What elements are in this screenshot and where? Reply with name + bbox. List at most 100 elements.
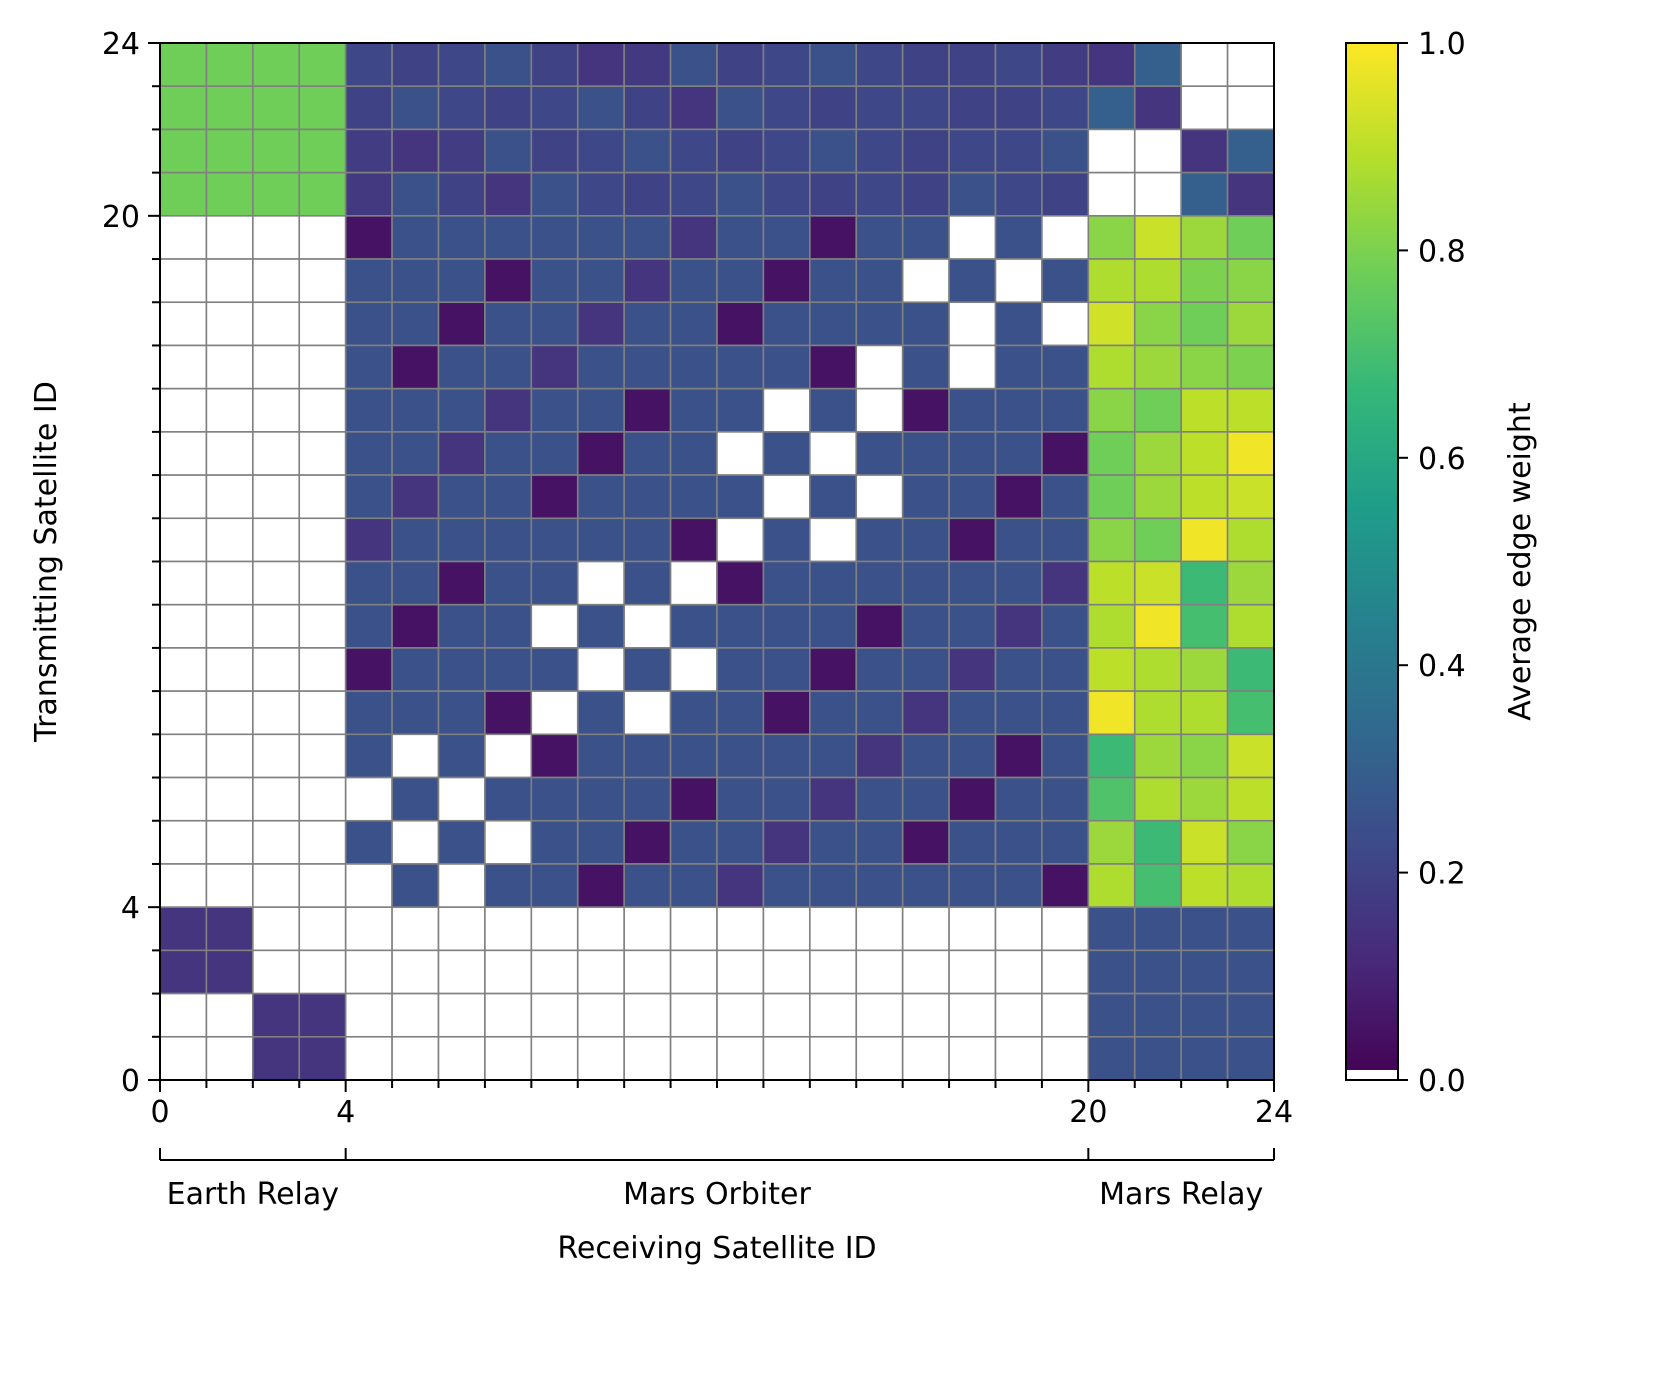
heatmap-cell (716, 517, 765, 563)
heatmap-cell (948, 171, 997, 217)
heatmap-cell (159, 560, 208, 606)
heatmap-cell (530, 863, 579, 908)
heatmap-cell (716, 301, 765, 347)
heatmap-cell (901, 128, 950, 174)
heatmap-cell (1226, 431, 1275, 476)
heatmap-cell (252, 344, 301, 390)
x-tick-label: 20 (1069, 1095, 1107, 1130)
heatmap-cell (994, 819, 1043, 865)
heatmap-cell (298, 560, 347, 606)
heatmap-cell (298, 431, 347, 476)
heatmap-cell (855, 906, 904, 952)
heatmap-cell (809, 85, 858, 131)
heatmap-cell (484, 1035, 533, 1081)
heatmap-cell (669, 431, 718, 476)
heatmap-cell (252, 517, 301, 563)
heatmap-cell (901, 603, 950, 649)
heatmap-cell (205, 474, 254, 520)
x-tick-label: 24 (1255, 1095, 1293, 1130)
heatmap-cell (298, 1035, 347, 1081)
heatmap-cell (623, 42, 672, 88)
heatmap-cell (809, 776, 858, 822)
heatmap-cell (809, 258, 858, 304)
heatmap-cell (809, 42, 858, 88)
heatmap-cell (855, 517, 904, 563)
heatmap-cell (344, 733, 393, 779)
heatmap-cell (1226, 690, 1275, 736)
heatmap-cell (669, 344, 718, 390)
heatmap-cell (994, 1035, 1043, 1081)
heatmap-cell (762, 344, 811, 390)
heatmap-cell (762, 517, 811, 563)
heatmap-cell (159, 949, 208, 995)
heatmap-cell (1133, 474, 1182, 520)
heatmap-cell (530, 776, 579, 822)
heatmap-cell (437, 301, 486, 347)
heatmap-cell (1133, 387, 1182, 433)
heatmap-cell (298, 863, 347, 908)
heatmap-cell (530, 215, 579, 260)
heatmap-cell (994, 85, 1043, 131)
heatmap-cell (1087, 387, 1136, 433)
heatmap-cell (901, 690, 950, 736)
heatmap-cell (669, 863, 718, 908)
heatmap-cell (252, 258, 301, 304)
heatmap-cell (1180, 171, 1229, 217)
heatmap-cell (1041, 301, 1090, 347)
heatmap-cell (576, 949, 625, 995)
heatmap-cell (1087, 258, 1136, 304)
heatmap-cell (1180, 1035, 1229, 1081)
heatmap-cell (530, 128, 579, 174)
heatmap-cell (391, 647, 440, 692)
heatmap-cell (1087, 690, 1136, 736)
heatmap-cell (855, 128, 904, 174)
heatmap-cell (205, 171, 254, 217)
heatmap-cell (623, 517, 672, 563)
heatmap-cell (484, 949, 533, 995)
heatmap-cell (437, 171, 486, 217)
heatmap-cell (855, 387, 904, 433)
heatmap-cell (252, 733, 301, 779)
heatmap-cell (576, 603, 625, 649)
heatmap-cell (1133, 733, 1182, 779)
heatmap-cell (530, 85, 579, 131)
x-axis: 0 4 20 24 (150, 1080, 1293, 1130)
heatmap-cell (1087, 863, 1136, 908)
heatmap-cell (298, 85, 347, 131)
heatmap-cell (716, 431, 765, 476)
heatmap-cell (855, 85, 904, 131)
heatmap-cell (484, 387, 533, 433)
heatmap-cell (1226, 517, 1275, 563)
heatmap-cell (901, 344, 950, 390)
heatmap-cell (669, 906, 718, 952)
heatmap-cell (576, 128, 625, 174)
heatmap-cell (623, 647, 672, 692)
heatmap-cell (576, 301, 625, 347)
heatmap-cell (298, 690, 347, 736)
colorbar-tick-label: 0.2 (1418, 857, 1466, 892)
heatmap-cell (298, 215, 347, 260)
heatmap-cell (669, 1035, 718, 1081)
heatmap-cell (1041, 863, 1090, 908)
heatmap-cell (159, 992, 208, 1038)
heatmap-cell (437, 560, 486, 606)
heatmap-cell (948, 560, 997, 606)
heatmap-cell (159, 647, 208, 692)
heatmap-cell (391, 344, 440, 390)
heatmap-cell (159, 258, 208, 304)
heatmap-cell (530, 431, 579, 476)
heatmap-cell (855, 171, 904, 217)
heatmap-cell (437, 949, 486, 995)
heatmap-cell (344, 906, 393, 952)
heatmap-cell (623, 949, 672, 995)
heatmap-cell (1041, 647, 1090, 692)
heatmap-cell (344, 431, 393, 476)
heatmap-cell (1087, 474, 1136, 520)
heatmap-cell (1180, 906, 1229, 952)
heatmap-cell (994, 171, 1043, 217)
heatmap-cell (1087, 1035, 1136, 1081)
heatmap-cell (762, 906, 811, 952)
heatmap-cell (576, 474, 625, 520)
heatmap-cell (762, 560, 811, 606)
heatmap-cell (669, 215, 718, 260)
